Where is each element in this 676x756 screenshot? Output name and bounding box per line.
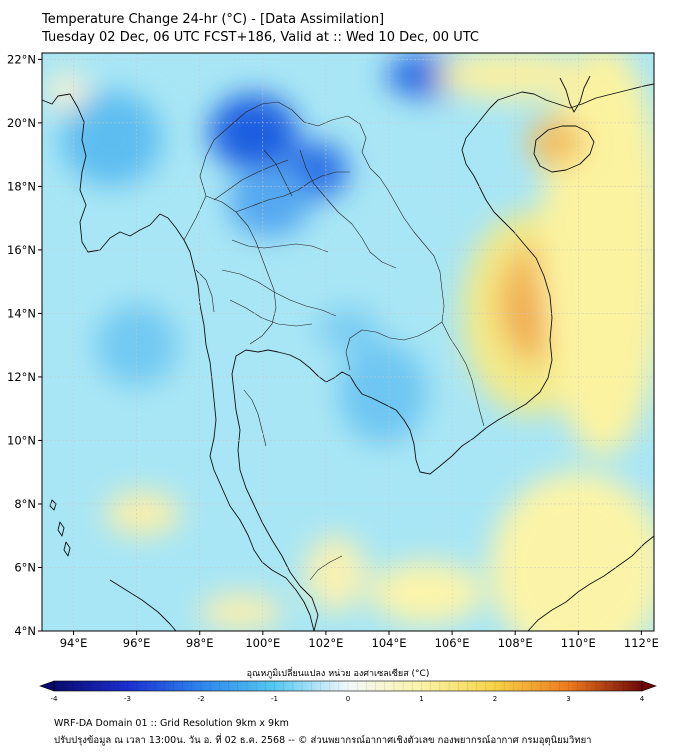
borders bbox=[183, 101, 485, 581]
colorbar-tick-label: -4 bbox=[51, 695, 59, 703]
coastlines bbox=[42, 75, 654, 631]
temperature-anomaly-blob bbox=[338, 342, 427, 444]
colorbar-tick-label: -2 bbox=[198, 695, 205, 703]
lat-tick-label: 16°N bbox=[7, 243, 36, 257]
temperature-anomaly-blob bbox=[199, 592, 282, 631]
lon-tick-label: 108°E bbox=[498, 636, 533, 650]
lat-tick-label: 8°N bbox=[14, 497, 36, 511]
temperature-anomaly-blob bbox=[436, 53, 595, 101]
chart-subtitle: Tuesday 02 Dec, 06 UTC FCST+186, Valid a… bbox=[42, 30, 479, 45]
temperature-anomaly-blob bbox=[105, 491, 181, 536]
colorbar-tick-label: 3 bbox=[566, 695, 570, 703]
lon-tick-label: 98°E bbox=[186, 636, 214, 650]
colorbar: -4 -3 -2 -1 0 1 2 3 4 bbox=[39, 680, 657, 703]
colorbar-min-extend bbox=[39, 680, 55, 692]
temperature-anomaly-blob bbox=[527, 116, 585, 168]
temperature-anomaly-blob bbox=[45, 72, 90, 111]
lat-tick-label: 18°N bbox=[7, 179, 36, 193]
longitude-axis: 94°E 96°E 98°E 100°E 102°E 104°E 106°E 108°E 110… bbox=[60, 631, 659, 650]
lat-tick-label: 22°N bbox=[7, 52, 36, 66]
lat-tick-label: 10°N bbox=[7, 433, 36, 447]
colorbar-tick-label: 4 bbox=[640, 695, 645, 703]
lon-tick-label: 96°E bbox=[123, 636, 151, 650]
lat-tick-label: 4°N bbox=[14, 624, 36, 638]
map-frame bbox=[41, 52, 655, 632]
colorbar-label: อุณหภูมิเปลี่ยนแปลง หน่วย องศาเซลเซียส (… bbox=[246, 669, 430, 679]
lon-tick-label: 112°E bbox=[624, 636, 659, 650]
colorbar-max-extend bbox=[641, 680, 657, 692]
temperature-anomaly-blob bbox=[316, 307, 380, 352]
lon-tick-label: 110°E bbox=[561, 636, 596, 650]
lat-tick-label: 14°N bbox=[7, 306, 36, 320]
colorbar-tick-label: -1 bbox=[271, 695, 278, 703]
lat-tick-label: 12°N bbox=[7, 370, 36, 384]
footer-model-info: WRF-DA Domain 01 :: Grid Resolution 9km … bbox=[54, 718, 289, 729]
colorbar-tick-label: 2 bbox=[493, 695, 497, 703]
chart-title: Temperature Change 24-hr (°C) - [Data As… bbox=[42, 12, 385, 27]
temperature-anomaly-blob bbox=[370, 561, 484, 625]
lat-tick-label: 6°N bbox=[14, 560, 36, 574]
lon-tick-label: 104°E bbox=[372, 636, 407, 650]
temperature-anomaly-blob bbox=[489, 472, 654, 631]
temperature-anomaly-blob bbox=[303, 535, 367, 612]
lon-tick-label: 94°E bbox=[60, 636, 88, 650]
colorbar-tick-label: 1 bbox=[419, 695, 423, 703]
colorbar-tick-label: -3 bbox=[124, 695, 131, 703]
colorbar-tick-label: 0 bbox=[346, 695, 350, 703]
lon-tick-label: 100°E bbox=[245, 636, 280, 650]
lon-tick-label: 106°E bbox=[435, 636, 470, 650]
lat-tick-label: 20°N bbox=[7, 116, 36, 130]
footer-credits: ปรับปรุงข้อมูล ณ เวลา 13:00น. วัน อ. ที่… bbox=[54, 735, 592, 746]
lon-tick-label: 102°E bbox=[308, 636, 343, 650]
gridlines bbox=[42, 53, 654, 631]
temperature-anomaly-blob bbox=[209, 94, 298, 171]
temperature-anomaly-blob bbox=[228, 167, 311, 238]
latitude-axis: 22°N 20°N 18°N 16°N 14°N 12°N 10°N 8°N 6°N 4°N bbox=[7, 52, 42, 638]
